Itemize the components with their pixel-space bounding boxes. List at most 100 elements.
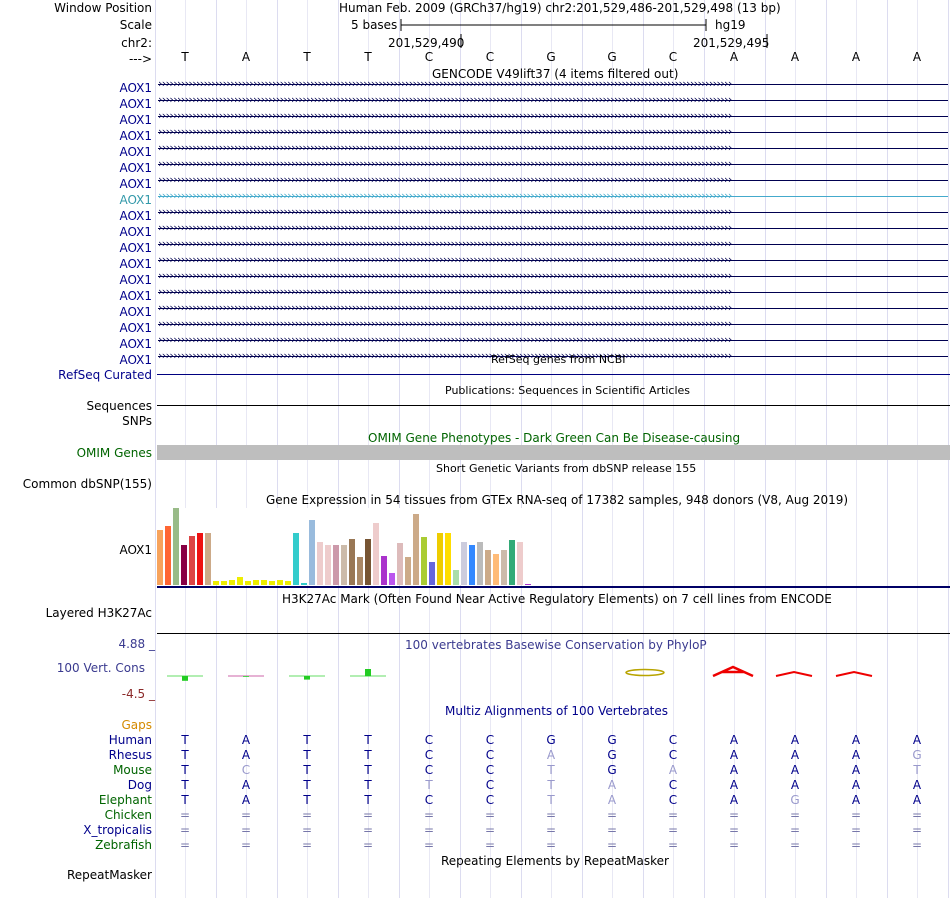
gencode-transcript-label[interactable]: AOX1 [119, 161, 152, 175]
gtex-tissue-bar[interactable] [293, 533, 299, 585]
gtex-tissue-bar[interactable] [349, 539, 355, 585]
h3k27ac-track-label[interactable]: Layered H3K27Ac [45, 606, 152, 620]
conservation-score-bar[interactable] [304, 676, 310, 680]
gencode-transcript[interactable] [158, 100, 948, 101]
multiz-species-label[interactable]: Rhesus [108, 748, 152, 762]
gtex-tissue-bar[interactable] [189, 536, 195, 585]
conservation-track-label[interactable]: 100 Vert. Cons [56, 661, 145, 675]
gencode-transcript-label[interactable]: AOX1 [119, 321, 152, 335]
gencode-transcript-label[interactable]: AOX1 [119, 241, 152, 255]
gtex-tissue-bar[interactable] [325, 545, 331, 585]
gencode-transcript-label[interactable]: AOX1 [119, 113, 152, 127]
gtex-tissue-bar[interactable] [413, 514, 419, 585]
gtex-tissue-bar[interactable] [357, 557, 363, 585]
gtex-tissue-bar[interactable] [437, 533, 443, 585]
gencode-transcript-label[interactable]: AOX1 [119, 97, 152, 111]
gencode-transcript[interactable] [158, 212, 948, 213]
gtex-tissue-bar[interactable] [253, 580, 259, 585]
conservation-score-bar[interactable] [243, 676, 249, 677]
gencode-transcript-label[interactable]: AOX1 [119, 193, 152, 207]
dbsnp-track-title[interactable]: Short Genetic Variants from dbSNP releas… [436, 462, 697, 475]
gencode-transcript[interactable] [158, 180, 948, 181]
omim-gene-block[interactable] [157, 445, 950, 460]
gencode-transcript[interactable] [158, 132, 948, 133]
h3k27ac-track-title[interactable]: H3K27Ac Mark (Often Found Near Active Re… [282, 592, 832, 606]
multiz-species-label[interactable]: Elephant [98, 793, 152, 807]
refseq-track-title[interactable]: RefSeq genes from NCBI [491, 353, 626, 366]
gencode-transcript[interactable] [158, 260, 948, 261]
multiz-species-label[interactable]: Zebrafish [95, 838, 152, 852]
gencode-transcript-label[interactable]: AOX1 [119, 289, 152, 303]
gtex-tissue-bar[interactable] [237, 577, 243, 585]
dbsnp-track-label[interactable]: Common dbSNP(155) [22, 477, 152, 491]
gtex-tissue-bar[interactable] [501, 550, 507, 585]
gencode-transcript-label[interactable]: AOX1 [119, 273, 152, 287]
conservation-score-bar[interactable] [182, 676, 188, 681]
gtex-tissue-bar[interactable] [365, 539, 371, 585]
gtex-tissue-bar[interactable] [485, 550, 491, 585]
gencode-track-title[interactable]: GENCODE V49lift37 (4 items filtered out) [432, 67, 679, 81]
publications-track-title[interactable]: Publications: Sequences in Scientific Ar… [445, 384, 690, 397]
gtex-track-label[interactable]: AOX1 [119, 543, 152, 557]
conservation-track-title[interactable]: 100 vertebrates Basewise Conservation by… [405, 638, 707, 652]
gencode-transcript-label[interactable]: AOX1 [119, 177, 152, 191]
gencode-transcript-label[interactable]: AOX1 [119, 225, 152, 239]
gtex-tissue-bar[interactable] [157, 530, 163, 585]
repeatmasker-track-label[interactable]: RepeatMasker [66, 868, 152, 882]
gtex-tissue-bar[interactable] [389, 573, 395, 585]
conservation-plot[interactable] [156, 660, 950, 684]
gencode-transcript-label[interactable]: AOX1 [119, 305, 152, 319]
gencode-transcript[interactable] [158, 340, 948, 341]
gtex-tissue-bar[interactable] [221, 581, 227, 585]
gencode-transcript[interactable] [158, 116, 948, 117]
gencode-transcript-label[interactable]: AOX1 [119, 145, 152, 159]
gtex-tissue-bar[interactable] [373, 523, 379, 585]
gtex-tissue-bar[interactable] [517, 542, 523, 585]
gencode-transcript-label[interactable]: AOX1 [119, 353, 152, 367]
gencode-transcript[interactable] [158, 164, 948, 165]
omim-track-label[interactable]: OMIM Genes [76, 446, 152, 460]
gencode-transcript[interactable] [158, 148, 948, 149]
gtex-tissue-bar[interactable] [445, 533, 451, 585]
gencode-transcript[interactable] [158, 292, 948, 293]
gtex-tissue-bar[interactable] [285, 581, 291, 585]
gtex-tissue-bar[interactable] [525, 584, 531, 585]
repeatmasker-track-title[interactable]: Repeating Elements by RepeatMasker [441, 854, 669, 868]
gencode-transcript[interactable] [158, 324, 948, 325]
gtex-tissue-bar[interactable] [173, 508, 179, 585]
gtex-tissue-bar[interactable] [381, 556, 387, 585]
gtex-tissue-bar[interactable] [397, 543, 403, 585]
gtex-tissue-bar[interactable] [469, 545, 475, 585]
gencode-transcript[interactable] [158, 196, 948, 197]
gtex-tissue-bar[interactable] [269, 581, 275, 585]
gtex-tissue-bar[interactable] [309, 520, 315, 585]
gtex-tissue-bar[interactable] [405, 557, 411, 585]
conservation-score-bar[interactable] [365, 669, 371, 677]
gtex-track-title[interactable]: Gene Expression in 54 tissues from GTEx … [266, 493, 849, 507]
omim-track-title[interactable]: OMIM Gene Phenotypes - Dark Green Can Be… [368, 431, 741, 445]
multiz-species-label[interactable]: Dog [127, 778, 152, 792]
publications-sequence-line[interactable] [157, 405, 950, 406]
gtex-tissue-bar[interactable] [205, 533, 211, 585]
gencode-transcript[interactable] [158, 356, 948, 357]
gtex-tissue-bar[interactable] [341, 545, 347, 585]
gtex-tissue-bar[interactable] [317, 542, 323, 585]
multiz-species-label[interactable]: Chicken [104, 808, 152, 822]
gtex-tissue-bar[interactable] [477, 542, 483, 585]
refseq-track-label[interactable]: RefSeq Curated [58, 368, 152, 382]
gencode-transcript-label[interactable]: AOX1 [119, 129, 152, 143]
gtex-tissue-bar[interactable] [165, 526, 171, 585]
gtex-tissue-bar[interactable] [277, 580, 283, 585]
gtex-tissue-bar[interactable] [461, 542, 467, 585]
gtex-tissue-bar[interactable] [333, 545, 339, 585]
publications-sequences-label[interactable]: Sequences [86, 399, 152, 413]
gtex-tissue-bar[interactable] [421, 537, 427, 585]
gencode-transcript[interactable] [158, 228, 948, 229]
gtex-tissue-bar[interactable] [493, 554, 499, 585]
multiz-species-label[interactable]: X_tropicalis [83, 823, 152, 837]
refseq-gene-line[interactable] [157, 374, 950, 375]
multiz-species-label[interactable]: Human [108, 733, 152, 747]
gtex-tissue-bar[interactable] [429, 562, 435, 585]
gencode-transcript-label[interactable]: AOX1 [119, 337, 152, 351]
